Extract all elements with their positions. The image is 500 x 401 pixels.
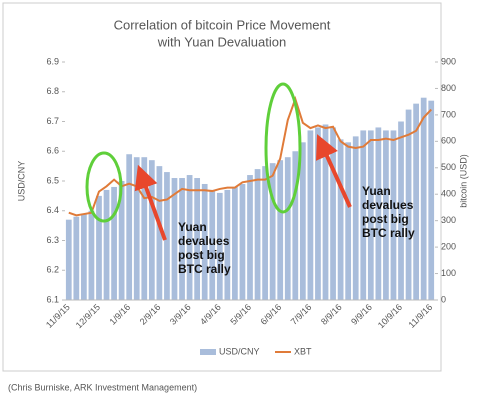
y2-tick-label: 800 (441, 83, 456, 93)
bar (307, 130, 314, 300)
annotation: devalues (362, 198, 414, 212)
arrow (134, 164, 167, 241)
legend-label: USD/CNY (219, 346, 260, 356)
arrow (316, 134, 352, 208)
bar (126, 154, 133, 300)
bar (337, 139, 344, 300)
bar (186, 175, 193, 300)
y-tick-label: 6.9 (46, 56, 59, 66)
y2-tick-label: 300 (441, 215, 456, 225)
bar (201, 183, 208, 300)
bar (88, 210, 95, 300)
chart-title: Correlation of bitcoin Price Movement (114, 17, 331, 32)
legend-label: XBT (294, 346, 312, 356)
y2-tick-label: 500 (441, 162, 456, 172)
y2-tick-label: 200 (441, 241, 456, 251)
annotation: post big (362, 212, 409, 226)
bar (413, 103, 419, 301)
bar (428, 100, 435, 300)
highlight (85, 151, 123, 223)
bar (254, 169, 261, 300)
bar (390, 130, 397, 300)
y-tick-label: 6.1 (46, 294, 59, 304)
bar (269, 163, 276, 300)
bar (367, 130, 374, 300)
bar (133, 157, 140, 300)
y-tick-label: 6.7 (46, 116, 59, 126)
y2-tick-label: 0 (441, 294, 446, 304)
bar (284, 157, 291, 300)
annotation: Yuan (178, 220, 207, 234)
bar (171, 178, 178, 300)
bar (103, 189, 110, 300)
bar (315, 127, 321, 300)
bar (209, 189, 216, 300)
y2-axis-label: bitcoin (USD) (458, 154, 468, 208)
line (68, 95, 432, 217)
bar (398, 121, 404, 300)
bar (360, 130, 367, 300)
y-tick-label: 6.2 (46, 265, 59, 275)
bar (111, 186, 117, 300)
bar (65, 219, 72, 300)
bar (216, 192, 223, 300)
bar (330, 127, 336, 300)
legend-swatch (200, 349, 216, 355)
bar (247, 175, 253, 300)
bar (322, 124, 329, 300)
bar (148, 160, 155, 300)
bar (164, 172, 170, 300)
bar (156, 166, 163, 300)
y2-tick-label: 900 (441, 56, 456, 66)
annotation: post big (178, 248, 225, 262)
bar (262, 166, 268, 300)
bar (277, 160, 284, 300)
y2-tick-label: 600 (441, 136, 456, 146)
annotation: BTC rally (178, 262, 231, 276)
bar (345, 142, 352, 300)
bar (375, 127, 382, 300)
bar (405, 109, 412, 300)
y-tick-label: 6.6 (46, 146, 59, 156)
y-tick-label: 6.8 (46, 86, 59, 96)
y-tick-label: 6.5 (46, 175, 59, 185)
bar (420, 97, 427, 300)
y2-tick-label: 400 (441, 189, 456, 199)
bar (96, 195, 102, 300)
bar (352, 136, 359, 300)
bar (141, 157, 148, 300)
bar (73, 216, 80, 300)
bar (118, 181, 125, 300)
bar (179, 178, 185, 300)
y2-tick-label: 100 (441, 268, 456, 278)
bar (194, 178, 201, 300)
y-tick-label: 6.3 (46, 235, 59, 245)
y-tick-label: 6.4 (46, 205, 59, 215)
bar (292, 151, 299, 300)
annotation: Yuan (362, 184, 391, 198)
highlight (264, 82, 302, 214)
chart-title: with Yuan Devaluation (157, 34, 286, 49)
bar (224, 189, 231, 300)
bar (239, 183, 246, 300)
bar (383, 130, 389, 300)
y-axis-label: USD/CNY (16, 161, 26, 202)
annotation: BTC rally (362, 226, 415, 240)
y2-tick-label: 700 (441, 109, 456, 119)
bar (232, 186, 238, 300)
bar (81, 213, 87, 300)
source: (Chris Burniske, ARK Investment Manageme… (8, 382, 197, 392)
bar (299, 142, 306, 300)
annotation: devalues (178, 234, 230, 248)
